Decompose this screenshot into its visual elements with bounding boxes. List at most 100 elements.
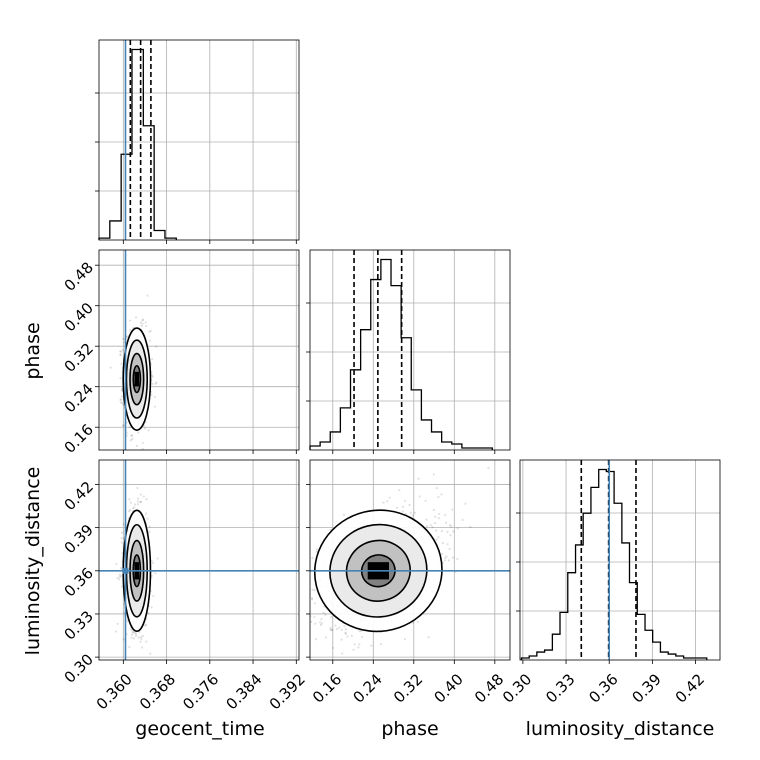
sample-point [119,574,123,578]
sample-point [401,510,404,513]
panel-background [99,40,299,240]
sample-point [445,555,448,558]
sample-point [119,398,122,401]
sample-point [319,621,322,624]
sample-point [353,643,356,646]
sample-point [130,629,133,632]
panel-scatter-phase-luminosity-distance: 0.16 0.24 0.32 0.40 0.48 [306,459,511,707]
sample-point [424,499,427,502]
sample-point [437,517,440,520]
panel-body [109,250,158,450]
sample-point [440,530,444,533]
sample-point [404,499,407,502]
sample-point [122,402,125,406]
sample-point [122,523,125,526]
sample-point [120,531,124,534]
sample-point [456,557,459,560]
sample-point [435,538,438,541]
sample-point [441,552,444,556]
sample-point [322,611,325,614]
sample-point [121,349,124,352]
sample-point [145,498,148,501]
sample-point [461,518,464,521]
sample-point [145,623,148,626]
sample-point [118,575,121,579]
sample-point [330,628,333,632]
sample-point [116,622,119,625]
sample-point [413,511,416,515]
sample-point [340,628,343,631]
sample-point [130,636,133,639]
sample-point [435,529,438,532]
sample-point [313,589,316,592]
sample-point [146,517,149,520]
panel-frame [519,459,721,661]
sample-point [131,437,134,441]
sample-point [408,503,411,507]
sample-point [153,405,157,408]
sample-point [151,561,155,565]
sample-point [120,541,123,544]
sample-point [315,548,319,551]
sample-point [310,597,314,600]
sample-point [416,620,419,624]
sample-point [144,427,147,430]
sample-point [115,562,118,565]
sample-point [388,496,391,499]
sample-point [311,588,314,591]
sample-point [464,502,467,505]
sample-point [451,508,454,511]
sample-point [128,510,131,513]
sample-point [310,620,313,623]
sample-point [136,503,140,506]
sample-point [330,615,333,618]
sample-point [446,530,449,534]
sample-point [438,512,441,516]
sample-point [386,500,389,503]
sample-point [114,630,118,633]
sample-point [324,613,327,616]
sample-point [120,566,123,570]
panel-scatter-geocent-time-luminosity-distance: 0.300.330.360.390.420.360 0.368 0.376 0.384… [61,459,309,713]
density-peak [134,371,140,387]
panel-body [99,460,299,660]
sample-point [360,635,364,639]
sample-point [137,636,140,639]
sample-point [132,637,136,640]
sample-point [122,403,125,407]
sample-point [450,525,453,528]
sample-point [449,534,452,537]
sample-point [144,321,147,324]
sample-point [150,559,153,562]
sample-point [446,543,449,546]
panel-background [520,460,720,660]
sample-point [155,345,158,348]
sample-point [411,514,414,517]
sample-point [401,505,405,508]
ylabel-phase: phase [22,322,44,379]
sample-point [120,350,123,353]
sample-point [425,518,428,521]
sample-point [148,330,151,333]
sample-point [150,374,153,377]
sample-point [145,324,148,328]
sample-point [131,633,134,636]
xlabel-geocent-time: geocent_time [135,718,264,740]
sample-point [141,441,144,445]
sample-point [146,294,149,297]
sample-point [395,506,399,509]
sample-point [139,321,142,324]
sample-point [150,357,154,361]
sample-point [145,640,148,643]
sample-point [311,556,314,560]
sample-point [136,497,140,500]
sample-point [122,424,125,428]
sample-point [452,530,455,533]
sample-point [379,643,383,646]
xlabel-luminosity-distance: luminosity_distance [526,718,715,740]
sample-point [146,611,150,615]
sample-point [432,473,435,476]
sample-point [448,547,451,551]
sample-point [129,319,132,322]
sample-point [149,329,152,332]
